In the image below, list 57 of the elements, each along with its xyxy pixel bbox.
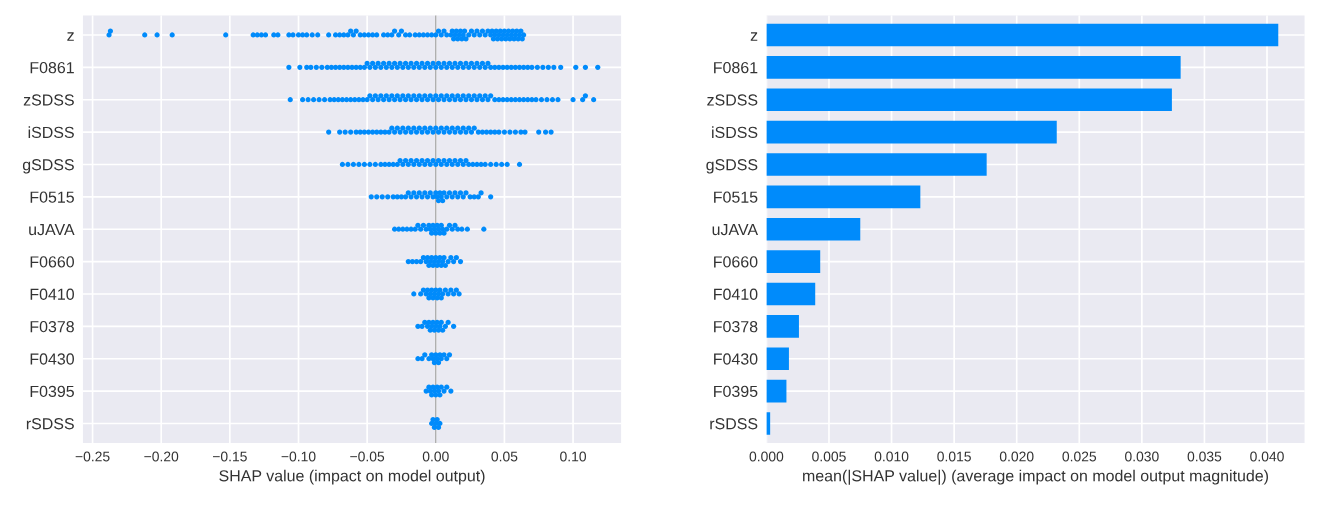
y-tick-label: F0861 bbox=[714, 61, 758, 74]
y-tick-label: F0515 bbox=[30, 191, 74, 203]
y-tick-label: F0410 bbox=[714, 288, 758, 300]
x-tick-label: 0.00 bbox=[422, 451, 449, 462]
x-tick-label: 0.025 bbox=[1062, 451, 1097, 462]
y-tick-label: gSDSS bbox=[22, 159, 74, 174]
y-tick-label: z bbox=[750, 32, 758, 41]
y-tick-label: F0430 bbox=[714, 353, 758, 365]
bar bbox=[766, 379, 787, 403]
x-tick-label: −0.10 bbox=[281, 451, 316, 462]
y-tick-label: gSDSS bbox=[706, 159, 758, 174]
y-tick-label: zSDSS bbox=[707, 94, 758, 106]
y-tick-label: iSDSS bbox=[712, 126, 758, 139]
y-tick-label: F0430 bbox=[30, 353, 74, 365]
y-tick-label: z bbox=[67, 32, 74, 41]
bar bbox=[766, 56, 1181, 79]
x-tick-label: 0.010 bbox=[874, 451, 909, 462]
y-tick-label: F0861 bbox=[30, 61, 74, 74]
y-tick-label: uJAVA bbox=[29, 224, 75, 236]
x-tick-label: 0.10 bbox=[560, 451, 587, 462]
bar bbox=[766, 88, 1172, 112]
bar bbox=[766, 120, 1057, 144]
bar bbox=[766, 347, 789, 371]
y-tick-label: F0410 bbox=[30, 288, 74, 300]
bar bbox=[766, 217, 861, 241]
y-tick-label: F0378 bbox=[30, 320, 74, 333]
y-tick-label: rSDSS bbox=[710, 418, 758, 430]
x-tick-label: 0.040 bbox=[1250, 451, 1284, 462]
bar bbox=[766, 282, 816, 306]
x-tick-label: −0.20 bbox=[144, 451, 179, 462]
x-tick-label: 0.015 bbox=[937, 451, 971, 462]
y-tick-label: F0660 bbox=[714, 256, 758, 268]
x-axis-title: mean(|SHAP value|) (average impact on model output magnitude) bbox=[803, 469, 1269, 485]
x-tick-label: 0.020 bbox=[999, 451, 1034, 462]
bar bbox=[766, 315, 799, 338]
x-tick-label: 0.05 bbox=[491, 451, 518, 462]
y-tick-label: zSDSS bbox=[23, 94, 74, 106]
y-tick-label: F0660 bbox=[30, 256, 74, 268]
x-axis-title: SHAP value (impact on model output) bbox=[219, 469, 485, 485]
y-tick-label: uJAVA bbox=[712, 224, 759, 236]
y-tick-label: F0395 bbox=[30, 385, 74, 398]
bar bbox=[766, 250, 821, 273]
y-tick-label: F0395 bbox=[714, 385, 758, 398]
x-tick-label: −0.05 bbox=[350, 451, 385, 462]
x-tick-label: 0.030 bbox=[1125, 451, 1159, 462]
bar bbox=[766, 23, 1279, 47]
y-tick-label: iSDSS bbox=[28, 126, 74, 139]
y-tick-label: F0378 bbox=[714, 320, 758, 333]
x-tick-label: 0.005 bbox=[812, 451, 846, 462]
bar bbox=[766, 185, 921, 209]
x-tick-label: −0.15 bbox=[212, 451, 247, 462]
y-tick-label: F0515 bbox=[714, 191, 758, 203]
x-tick-label: 0.000 bbox=[749, 451, 784, 462]
x-tick-label: 0.035 bbox=[1187, 451, 1222, 462]
bar bbox=[766, 153, 987, 176]
x-tick-label: −0.25 bbox=[75, 451, 110, 462]
y-tick-label: rSDSS bbox=[26, 418, 74, 430]
